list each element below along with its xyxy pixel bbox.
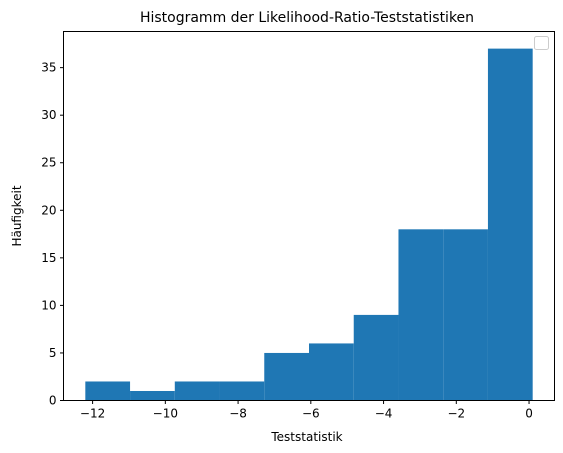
- y-tick-label: 30: [41, 108, 56, 122]
- y-axis-label: Häufigkeit: [10, 185, 24, 246]
- y-tick-label: 0: [49, 394, 57, 408]
- histogram-bar: [85, 381, 131, 401]
- x-axis-label: Teststatistik: [270, 430, 342, 444]
- y-tick-label: 15: [41, 251, 56, 265]
- histogram-bar: [130, 390, 175, 401]
- y-axis-ticks: 0 5 10 15 20 25 30 35: [41, 61, 64, 408]
- y-tick-label: 35: [41, 61, 56, 75]
- plot-frame: [63, 31, 555, 401]
- x-tick-label: 0: [525, 407, 533, 421]
- chart-title: Histogramm der Likelihood-Ratio-Teststat…: [140, 10, 474, 26]
- histogram-bar: [309, 343, 354, 401]
- x-tick-label: −8: [229, 407, 247, 421]
- x-tick-label: −6: [302, 407, 320, 421]
- y-tick-label: 25: [41, 156, 56, 170]
- histogram-bar: [219, 381, 265, 401]
- histogram-bar: [443, 229, 488, 401]
- legend: [534, 36, 549, 50]
- legend-box: [534, 36, 549, 50]
- y-tick-label: 5: [49, 346, 57, 360]
- x-tick-label: −12: [80, 407, 105, 421]
- histogram-bar: [487, 48, 533, 401]
- histogram-bar: [174, 381, 220, 401]
- histogram-bar: [264, 352, 309, 401]
- x-tick-label: −4: [375, 407, 393, 421]
- bars-group: [85, 48, 533, 401]
- histogram-bar: [398, 229, 444, 401]
- y-tick-label: 20: [41, 203, 56, 217]
- x-tick-label: −10: [153, 407, 178, 421]
- x-tick-label: −2: [447, 407, 465, 421]
- x-axis-ticks: −12 −10 −8 −6 −4 −2 0: [80, 400, 533, 421]
- histogram-bar: [353, 314, 399, 401]
- y-tick-label: 10: [41, 298, 56, 312]
